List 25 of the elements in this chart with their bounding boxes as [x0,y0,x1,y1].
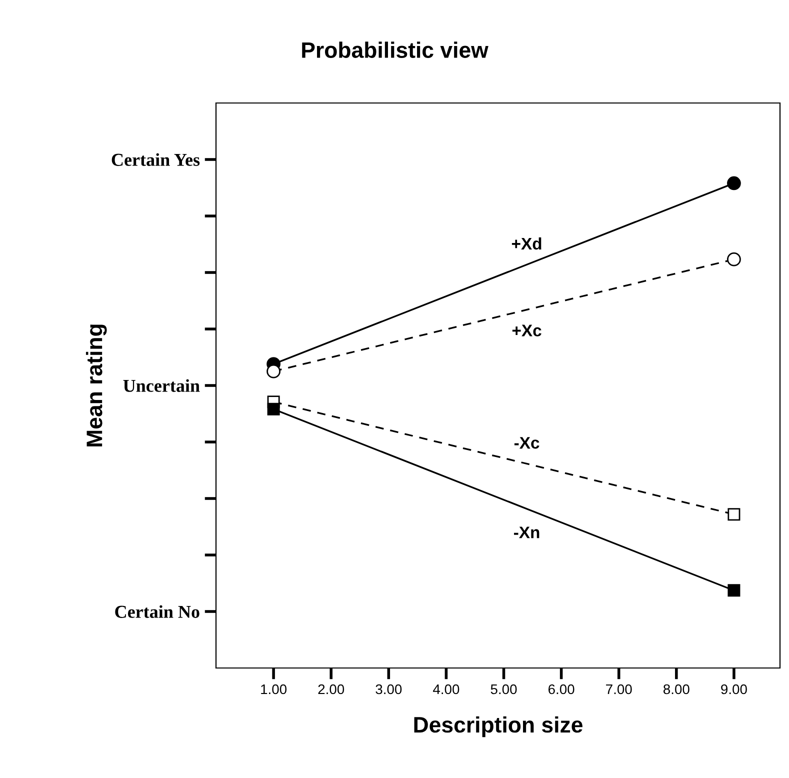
text: Certain No [115,605,200,618]
x-tick-label: 6.00 [548,684,574,694]
chart-title: Probabilistic view [302,42,488,58]
x-tick-label: 7.00 [606,684,632,694]
point [728,584,740,597]
point [728,508,740,521]
x-tick-label: 1.00 [261,684,287,694]
x-tick-label: 4.00 [433,684,460,694]
x-tick-label: 3.00 [376,684,402,694]
series-label: -Xc [514,437,540,449]
y-axis-title: Mean rating [86,324,107,446]
x-tick-label: 2.00 [318,684,344,694]
x-tick-label: 9.00 [721,684,747,694]
x-axis-title: Description size [414,716,582,738]
point [727,252,741,266]
x-tick-label: 5.00 [490,684,517,694]
series-label: +Xc [512,324,542,336]
point [266,364,280,378]
point [267,402,280,416]
point [727,176,741,190]
x-tick-label: 8.00 [663,684,690,694]
text: Uncertain [123,379,200,392]
series-label: -Xn [514,526,540,538]
text: Certain Yes [112,153,200,166]
series-label: +Xd [512,237,542,250]
